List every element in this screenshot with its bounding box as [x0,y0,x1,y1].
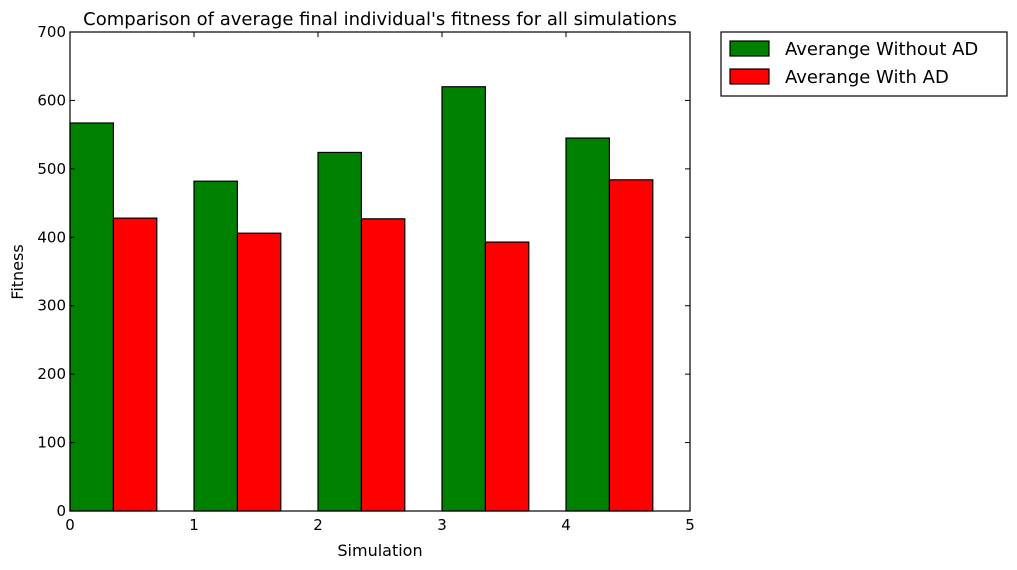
legend-swatch-1 [729,68,770,85]
y-tick-label: 500 [37,160,66,178]
bar-without-ad-4 [565,137,611,512]
bar-without-ad-2 [317,151,363,512]
legend: Averange Without AD Averange With AD [720,31,1008,97]
y-tick-label: 200 [37,365,66,383]
y-tick-label: 700 [37,23,66,41]
x-tick-label: 3 [437,516,447,534]
x-axis-title: Simulation [337,541,422,560]
legend-label-1: Averange With AD [785,67,949,88]
bar-without-ad-0 [69,122,115,512]
y-tick-label: 0 [56,502,66,520]
bar-with-ad-4 [608,179,654,512]
x-tick-label: 1 [189,516,199,534]
y-axis-title: Fitness [8,244,27,299]
chart-title: Comparison of average final individual's… [83,9,677,30]
plot-frame [69,31,691,512]
x-tick-label: 5 [685,516,695,534]
x-tick-label: 4 [561,516,571,534]
bar-with-ad-1 [236,232,282,512]
bar-with-ad-2 [360,218,406,512]
bar-with-ad-3 [484,241,530,512]
plot-area: 0 1 2 3 4 5 0 100 200 300 400 500 600 700 [37,23,694,534]
bar-without-ad-1 [193,180,239,512]
bar-with-ad-0 [112,217,158,512]
legend-label-0: Averange Without AD [785,39,978,60]
bar-without-ad-3 [441,86,487,512]
y-tick-label: 400 [37,228,66,246]
y-tick-label: 100 [37,434,66,452]
x-tick-label: 2 [313,516,323,534]
y-tick-label: 300 [37,297,66,315]
legend-swatch-0 [729,40,770,57]
x-tick-label: 0 [65,516,75,534]
y-tick-label: 600 [37,91,66,109]
